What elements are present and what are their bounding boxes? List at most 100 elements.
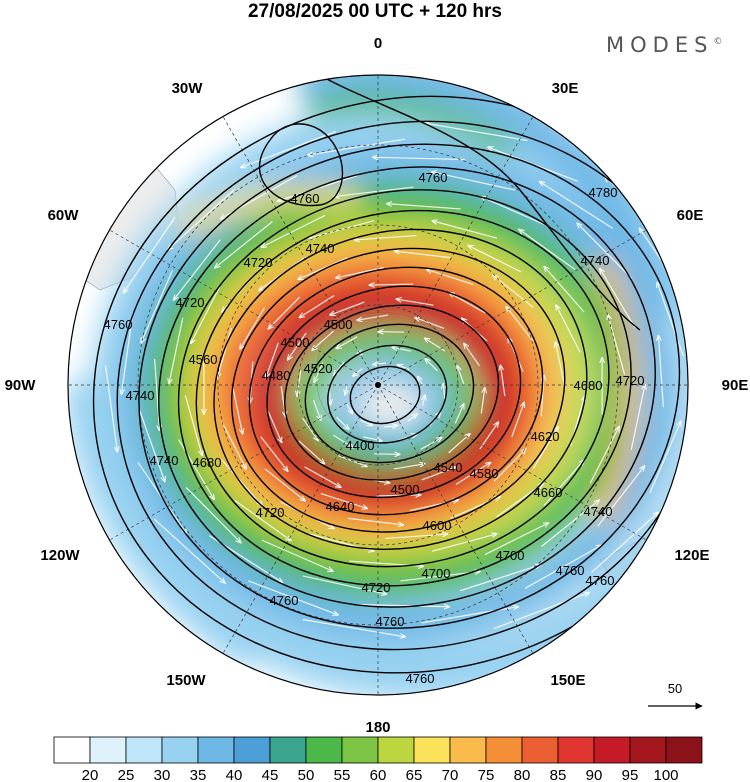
contour-label: 4720: [362, 580, 391, 595]
contour-line: [158, 166, 656, 608]
streamline-arrow: [345, 384, 347, 395]
contour-label: 4760: [406, 671, 435, 686]
streamline-arrow: [121, 312, 134, 394]
streamline-arrow: [431, 172, 516, 191]
contour-line: [138, 143, 681, 629]
streamline-arrow: [519, 229, 576, 271]
streamline-arrow: [511, 402, 524, 438]
contour-label: 4400: [346, 438, 375, 453]
streamline-arrow: [104, 365, 118, 451]
contour-label: 4620: [531, 429, 560, 444]
streamline-arrow: [354, 234, 417, 240]
colorbar-swatch: [161, 736, 199, 764]
lon-label-30w: 30W: [172, 80, 204, 97]
streamline-arrow: [234, 499, 291, 540]
streamline-arrow: [168, 188, 235, 249]
colorbar-label: 75: [478, 767, 495, 782]
streamline-arrow: [169, 317, 184, 384]
streamline-arrow: [417, 376, 424, 387]
colorbar-label: 25: [118, 767, 135, 782]
streamline-arrow: [493, 592, 589, 630]
streamline-arrow: [481, 197, 553, 229]
contour-label: 4580: [470, 466, 499, 481]
colorbar-label: 65: [406, 767, 423, 782]
colorbar-swatch: [377, 736, 415, 764]
colorbar-label: 50: [298, 767, 315, 782]
streamline-arrow: [320, 493, 368, 509]
streamline-arrow: [600, 268, 636, 329]
contour-label: 4480: [262, 368, 291, 383]
streamline-arrow: [443, 383, 444, 400]
contour-label: 4660: [534, 485, 563, 500]
meridian-line: [377, 384, 647, 541]
streamline-arrow: [468, 245, 522, 273]
streamline-arrow: [393, 464, 425, 470]
streamline-arrow: [455, 462, 491, 486]
streamline-arrow: [421, 607, 518, 624]
streamline-arrow: [397, 365, 410, 371]
streamline-arrow: [555, 342, 566, 388]
streamline-arrow: [420, 437, 442, 450]
colorbar-swatch: [233, 736, 271, 764]
streamline-arrow: [173, 239, 221, 300]
streamline-arrow: [415, 318, 445, 329]
contour-label: 4760: [586, 573, 615, 588]
streamline-arrow: [506, 307, 534, 342]
streamline-arrow: [373, 157, 466, 159]
meridian-line: [222, 116, 379, 386]
streamline-arrow: [332, 434, 353, 448]
colorbar-label: 90: [586, 767, 603, 782]
streamline-arrow: [369, 284, 414, 285]
height-contours: [92, 75, 688, 674]
streamline-arrow: [353, 368, 363, 377]
lon-label-120e: 120E: [674, 547, 709, 564]
colorbar-label: 95: [622, 767, 639, 782]
streamline-arrow: [304, 466, 341, 487]
streamline-arrow: [387, 204, 461, 210]
colorbar-swatch: [485, 736, 523, 764]
streamline-arrow: [153, 518, 225, 583]
streamline-arrow: [376, 495, 421, 496]
colorbar-swatch: [593, 736, 631, 764]
colorbar-swatch: [305, 736, 343, 764]
streamline-arrow: [362, 436, 382, 441]
contour-label: 4740: [584, 504, 613, 519]
streamline-arrow: [432, 221, 498, 239]
contour-line: [195, 209, 610, 568]
contour-label: 4760: [556, 563, 585, 578]
contour-label: 4740: [306, 241, 335, 256]
contour-label: 4740: [126, 388, 155, 403]
lon-label-90e: 90E: [722, 377, 749, 394]
colorbar-swatch: [341, 736, 379, 764]
colorbar-label: 30: [154, 767, 171, 782]
streamline-arrow: [589, 427, 619, 484]
colorbar-label: 60: [370, 767, 387, 782]
streamline-arrow: [347, 517, 404, 525]
contour-label: 4740: [150, 453, 179, 468]
streamline-arrow: [215, 221, 273, 267]
colorbar-swatch: [557, 736, 595, 764]
streamline-arrow: [464, 343, 480, 367]
colorbar-swatch: [449, 736, 487, 764]
meridian-line: [109, 384, 379, 541]
streamline-arrow: [421, 467, 456, 481]
streamline-arrow: [608, 314, 626, 375]
streamline-arrow: [336, 416, 349, 429]
colorbar: 20 25 30 35 40 45 50 55 60 65 70 75 80 85 90 95 100: [53, 736, 703, 782]
streamline-arrow: [302, 575, 387, 594]
streamline-arrow: [334, 186, 414, 196]
streamline-arrow: [500, 365, 506, 397]
lon-label-60e: 60E: [677, 207, 704, 224]
lon-label-90w: 90W: [5, 377, 37, 394]
streamline-arrow: [178, 439, 215, 500]
colorbar-label: 70: [442, 767, 459, 782]
graticule: [68, 75, 688, 695]
streamline-arrow: [312, 400, 321, 420]
contour-label: 4500: [324, 317, 353, 332]
contour-label: 4760: [376, 614, 405, 629]
contour-line: [349, 365, 421, 425]
contour-label: 4720: [256, 505, 285, 520]
lon-label-180: 180: [365, 719, 390, 736]
colorbar-label: 85: [550, 767, 567, 782]
meridian-line: [109, 229, 379, 386]
